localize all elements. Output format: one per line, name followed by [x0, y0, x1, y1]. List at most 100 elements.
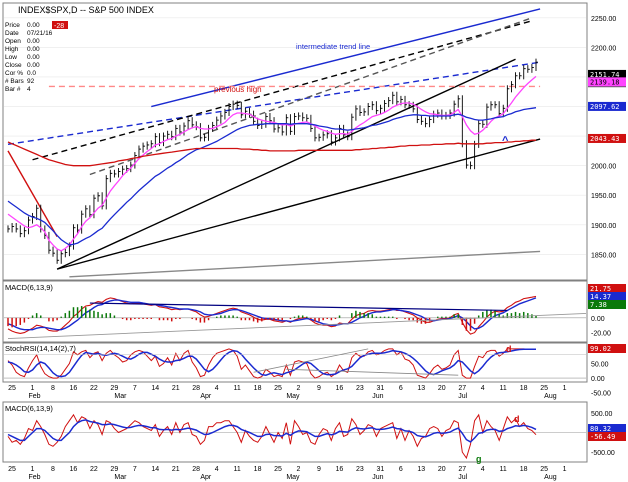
day-tick-label: 8 — [51, 385, 55, 392]
macd-title: MACD(6,13,9) — [5, 283, 53, 292]
day-tick-label: 14 — [151, 385, 159, 392]
day-tick-label: 27 — [458, 385, 466, 392]
trendline — [56, 58, 516, 270]
info-row-label: Open — [5, 38, 21, 45]
month-label: Apr — [200, 474, 212, 481]
moving-averages-layer — [7, 75, 537, 252]
macd2-g-annotation: g — [476, 454, 482, 464]
month-label: Apr — [200, 393, 212, 400]
day-tick-label: 2 — [297, 466, 301, 473]
title-badge-bg — [52, 21, 68, 29]
trendline — [69, 250, 541, 278]
macd2-tick-label: -500.00 — [591, 450, 615, 457]
month-label: Mar — [114, 474, 127, 481]
trendline — [56, 138, 541, 270]
macd2-line — [7, 419, 537, 443]
month-label: Jun — [372, 393, 383, 400]
day-tick-label: 9 — [317, 385, 321, 392]
day-tick-label: 4 — [215, 466, 219, 473]
previous-high-label: previous high — [214, 85, 262, 94]
macd-line — [7, 295, 537, 335]
day-tick-label: 22 — [90, 466, 98, 473]
macd2-layer — [4, 413, 586, 460]
stochrsi-trendline — [253, 348, 369, 373]
macd-badge: 21.75 — [590, 285, 611, 293]
stochrsi-title: StochRSI(14,14(2),7) — [5, 344, 76, 353]
day-tick-label: 16 — [336, 466, 344, 473]
day-tick-label: 20 — [438, 385, 446, 392]
day-tick-label: 11 — [500, 466, 507, 473]
month-label: May — [286, 474, 300, 481]
stochrsi-line — [7, 348, 536, 379]
day-tick-label: 25 — [274, 466, 282, 473]
trendline-layer — [7, 8, 541, 278]
day-tick-label: 13 — [417, 466, 425, 473]
macd-badge: 7.38 — [590, 301, 607, 309]
stochrsi-tick-label: 0.00 — [591, 376, 605, 383]
price-tick-label: 1900.00 — [591, 223, 616, 230]
macd2-badge: -56.49 — [590, 433, 615, 441]
price-badge: 2151.74 — [590, 71, 620, 79]
day-tick-label: 31 — [376, 466, 384, 473]
intermediate-trend-label: intermediate trend line — [296, 42, 370, 51]
day-tick-label: 25 — [8, 385, 16, 392]
info-row-label: Bar # — [5, 86, 21, 93]
day-tick-label: 11 — [500, 385, 507, 392]
macd-badge-bg — [588, 292, 626, 301]
month-label: Feb — [28, 474, 40, 481]
day-tick-label: 21 — [172, 385, 180, 392]
info-row-label: Low — [5, 54, 17, 61]
day-tick-label: 1 — [563, 466, 567, 473]
price-badge: 2097.62 — [590, 103, 620, 111]
stochrsi-tick-label: -50.00 — [591, 391, 611, 398]
day-tick-label: 7 — [133, 466, 137, 473]
day-tick-label: 16 — [69, 385, 77, 392]
moving-average-line — [7, 75, 537, 252]
macd-tick-label: -20.00 — [591, 331, 611, 338]
title-badge: -28 — [54, 23, 64, 30]
day-tick-label: 1 — [563, 385, 567, 392]
macd-badge-bg — [588, 284, 626, 293]
day-tick-label: 18 — [254, 385, 262, 392]
macd-line — [7, 297, 537, 331]
moving-average-line — [7, 139, 536, 167]
info-row-value: 0.00 — [27, 22, 40, 29]
day-tick-label: 18 — [520, 466, 528, 473]
day-tick-label: 29 — [110, 385, 118, 392]
info-row-value: 0.00 — [27, 46, 40, 53]
price-badge-bg — [588, 69, 626, 79]
day-tick-label: 23 — [356, 385, 364, 392]
macd-layer — [4, 295, 587, 339]
month-label: Aug — [544, 393, 557, 400]
price-tick-label: 1850.00 — [591, 252, 616, 259]
day-tick-label: 6 — [399, 466, 403, 473]
macd-panel-frame — [2, 280, 588, 343]
info-row-label: # Bars — [5, 78, 25, 85]
price-panel-frame — [2, 2, 588, 281]
price-badge-bg — [588, 101, 626, 111]
day-tick-label: 8 — [51, 466, 55, 473]
info-row-value: 0.00 — [27, 62, 40, 69]
info-row-label: Date — [5, 30, 19, 37]
info-row-label: Cor % — [5, 70, 23, 77]
month-label: Jun — [372, 474, 383, 481]
day-tick-label: 22 — [90, 385, 98, 392]
day-tick-label: 25 — [540, 466, 548, 473]
day-tick-label: 18 — [254, 466, 262, 473]
month-label: Aug — [544, 474, 557, 481]
macd2-badge-bg — [588, 424, 626, 433]
info-row-value: 0.00 — [27, 38, 40, 45]
day-tick-label: 27 — [458, 466, 466, 473]
day-tick-label: 28 — [192, 466, 200, 473]
macd-badge: 14.37 — [590, 293, 611, 301]
macd2-d-annotation: d — [514, 414, 520, 424]
day-tick-label: 6 — [399, 385, 403, 392]
info-box: Price 0.00 Date 07/21/16 Open 0.00 High 0.00 Low… — [5, 22, 53, 93]
macd2-badge: 80.32 — [590, 425, 611, 433]
day-tick-label: 25 — [274, 385, 282, 392]
month-label: Mar — [114, 393, 127, 400]
day-tick-label: 16 — [336, 385, 344, 392]
price-tick-label: 2000.00 — [591, 164, 616, 171]
day-tick-label: 16 — [69, 466, 77, 473]
